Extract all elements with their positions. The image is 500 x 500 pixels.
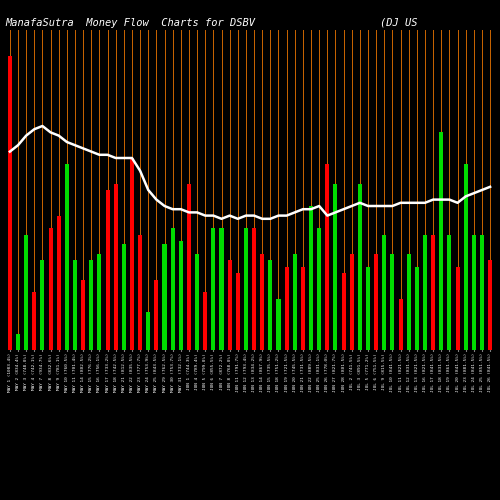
Bar <box>480 235 484 350</box>
Bar <box>106 190 110 350</box>
Bar <box>98 254 102 350</box>
Bar <box>456 267 460 350</box>
Bar <box>472 235 476 350</box>
Bar <box>326 164 330 350</box>
Bar <box>130 158 134 350</box>
Bar <box>374 254 378 350</box>
Bar <box>170 228 174 350</box>
Bar <box>292 254 297 350</box>
Bar <box>32 292 36 350</box>
Bar <box>431 235 435 350</box>
Bar <box>24 235 28 350</box>
Bar <box>187 184 191 350</box>
Bar <box>276 299 280 350</box>
Bar <box>220 228 224 350</box>
Bar <box>260 254 264 350</box>
Bar <box>423 235 427 350</box>
Bar <box>146 312 150 350</box>
Bar <box>8 56 12 350</box>
Bar <box>488 260 492 350</box>
Bar <box>73 260 77 350</box>
Bar <box>390 254 394 350</box>
Bar <box>16 334 20 350</box>
Bar <box>48 228 52 350</box>
Bar <box>203 292 207 350</box>
Bar <box>342 273 345 350</box>
Bar <box>317 228 321 350</box>
Bar <box>309 206 313 350</box>
Bar <box>382 235 386 350</box>
Text: ManafaSutra  Money Flow  Charts for DSBV                    (DJ US              : ManafaSutra Money Flow Charts for DSBV (… <box>5 18 500 28</box>
Bar <box>162 244 166 350</box>
Bar <box>350 254 354 350</box>
Bar <box>252 228 256 350</box>
Bar <box>366 267 370 350</box>
Bar <box>179 241 183 350</box>
Bar <box>122 244 126 350</box>
Bar <box>415 267 419 350</box>
Bar <box>114 184 117 350</box>
Bar <box>56 216 61 350</box>
Bar <box>268 260 272 350</box>
Bar <box>195 254 199 350</box>
Bar <box>138 235 142 350</box>
Bar <box>212 228 216 350</box>
Bar <box>154 280 158 350</box>
Bar <box>228 260 232 350</box>
Bar <box>334 184 338 350</box>
Bar <box>284 267 288 350</box>
Bar <box>448 235 452 350</box>
Bar <box>301 267 305 350</box>
Bar <box>89 260 94 350</box>
Bar <box>40 260 44 350</box>
Bar <box>236 273 240 350</box>
Bar <box>464 164 468 350</box>
Bar <box>81 280 85 350</box>
Bar <box>406 254 411 350</box>
Bar <box>439 132 444 350</box>
Bar <box>244 228 248 350</box>
Bar <box>398 299 402 350</box>
Bar <box>358 184 362 350</box>
Bar <box>65 164 69 350</box>
